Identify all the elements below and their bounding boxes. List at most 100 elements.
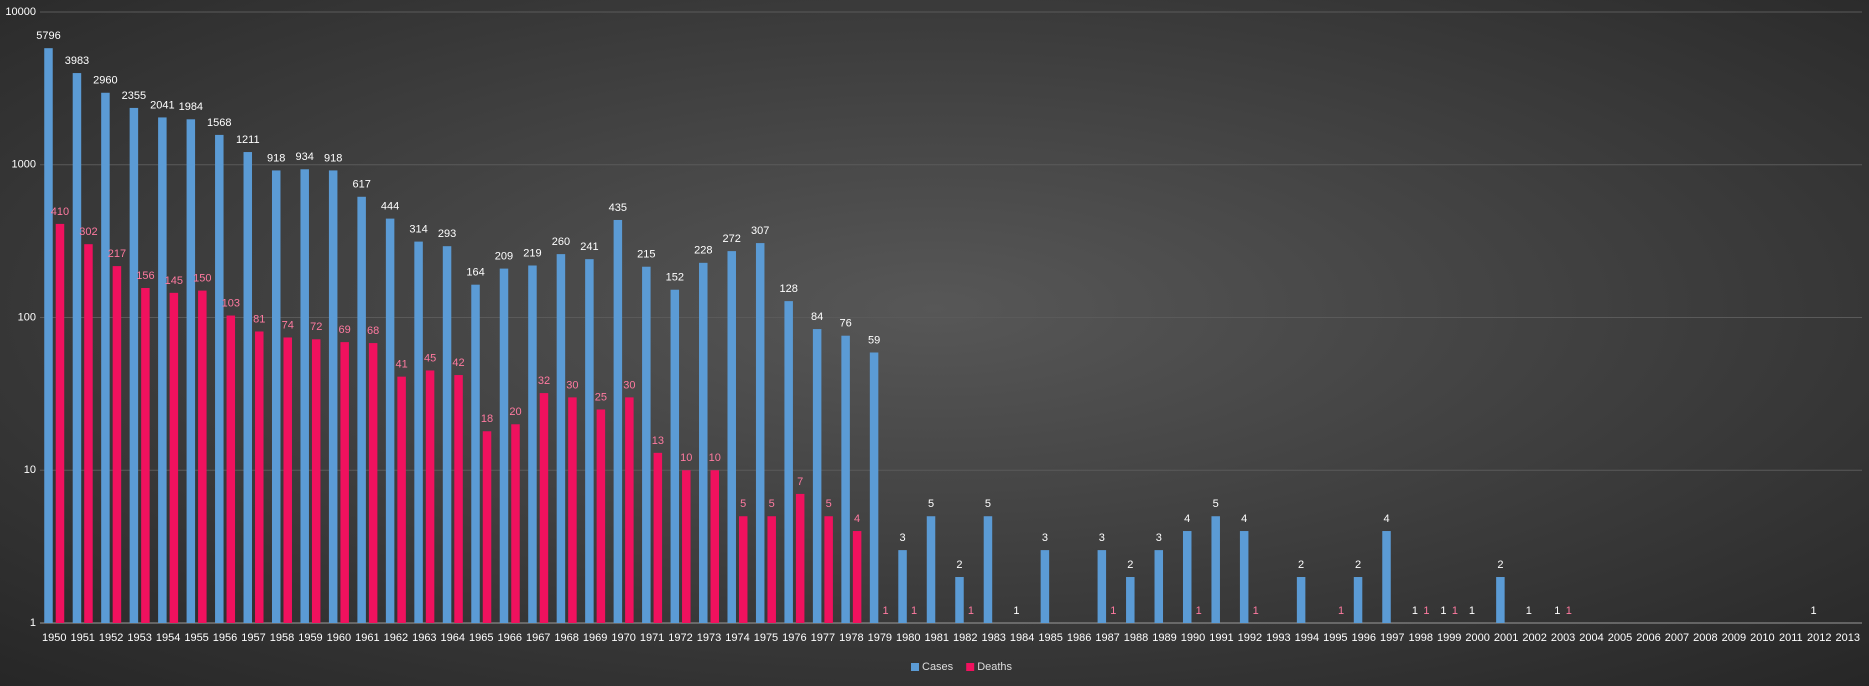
x-tick-label: 1988 <box>1124 632 1148 644</box>
x-tick-label: 1977 <box>811 632 835 644</box>
value-label: 5 <box>985 498 991 510</box>
value-label: 1 <box>1338 605 1344 617</box>
bar <box>1154 550 1164 623</box>
x-tick-label: 1997 <box>1380 632 1404 644</box>
x-tick-label: 2003 <box>1551 632 1575 644</box>
value-label: 2355 <box>122 90 146 102</box>
x-tick-label: 1980 <box>896 632 920 644</box>
x-tick-label: 1974 <box>725 632 749 644</box>
value-label: 5 <box>740 498 746 510</box>
value-label: 1 <box>1566 605 1572 617</box>
value-label: 444 <box>381 201 399 213</box>
bar <box>397 376 406 623</box>
value-label: 20 <box>509 406 521 418</box>
bar <box>101 92 110 623</box>
x-tick-label: 1965 <box>469 632 493 644</box>
bar <box>84 244 93 623</box>
y-tick-label: 1000 <box>12 159 36 171</box>
value-label: 76 <box>839 318 851 330</box>
bar <box>271 170 281 623</box>
x-tick-label: 1993 <box>1266 632 1290 644</box>
bar <box>824 516 833 623</box>
value-label: 617 <box>352 179 370 191</box>
value-label: 1 <box>1810 605 1816 617</box>
value-label: 1 <box>883 605 889 617</box>
value-label: 5 <box>826 498 832 510</box>
value-label: 3983 <box>65 55 89 67</box>
bar <box>755 243 765 624</box>
value-label: 59 <box>868 334 880 346</box>
x-tick-label: 1956 <box>213 632 237 644</box>
value-label: 41 <box>395 359 407 371</box>
value-label: 2 <box>956 559 962 571</box>
value-label: 1 <box>911 605 917 617</box>
value-label: 2 <box>1127 559 1133 571</box>
bar <box>710 470 720 623</box>
bar <box>482 431 492 623</box>
value-label: 217 <box>108 248 126 260</box>
value-label: 72 <box>310 321 322 333</box>
legend-label: Cases <box>922 661 954 673</box>
x-tick-label: 1970 <box>611 632 635 644</box>
bar <box>368 343 378 623</box>
value-label: 215 <box>637 249 655 261</box>
value-label: 228 <box>694 245 712 257</box>
value-label: 5 <box>928 498 934 510</box>
bar <box>169 292 179 623</box>
bar <box>300 169 309 623</box>
value-label: 30 <box>623 379 635 391</box>
x-tick-label: 1975 <box>754 632 778 644</box>
x-tick-label: 1960 <box>327 632 351 644</box>
value-label: 918 <box>324 152 342 164</box>
x-tick-label: 1968 <box>554 632 578 644</box>
value-label: 934 <box>296 151 314 163</box>
bar <box>112 266 122 623</box>
value-label: 1568 <box>207 117 231 129</box>
y-tick-label: 10 <box>24 464 36 476</box>
value-label: 1211 <box>236 134 260 146</box>
value-label: 219 <box>523 247 541 259</box>
x-tick-label: 2005 <box>1608 632 1632 644</box>
value-label: 1 <box>1253 605 1259 617</box>
x-tick-label: 1950 <box>42 632 66 644</box>
bar <box>795 493 805 623</box>
value-label: 2 <box>1355 559 1361 571</box>
x-tick-label: 1994 <box>1295 632 1319 644</box>
bar <box>1040 550 1050 623</box>
x-tick-label: 2007 <box>1665 632 1689 644</box>
value-label: 1 <box>1469 605 1475 617</box>
legend-swatch <box>911 663 919 671</box>
value-label: 3 <box>899 532 905 544</box>
bar <box>568 397 577 623</box>
value-label: 25 <box>595 391 607 403</box>
bar <box>926 516 936 623</box>
value-label: 81 <box>253 313 265 325</box>
x-tick-label: 2006 <box>1636 632 1660 644</box>
bar <box>1296 577 1306 623</box>
x-tick-label: 1999 <box>1437 632 1461 644</box>
bar <box>682 470 691 623</box>
bar <box>539 393 549 623</box>
value-label: 2 <box>1298 559 1304 571</box>
x-tick-label: 1991 <box>1209 632 1233 644</box>
bar <box>670 289 680 623</box>
bar <box>727 251 736 623</box>
x-tick-label: 1992 <box>1238 632 1262 644</box>
value-label: 150 <box>193 273 211 285</box>
bar <box>55 223 65 623</box>
x-tick-label: 2004 <box>1579 632 1603 644</box>
value-label: 3 <box>1099 532 1105 544</box>
bar <box>585 259 594 623</box>
bar <box>72 73 82 624</box>
value-label: 152 <box>666 272 684 284</box>
bar <box>44 48 53 624</box>
value-label: 272 <box>723 233 741 245</box>
value-label: 2 <box>1497 559 1503 571</box>
value-label: 1 <box>1412 605 1418 617</box>
bar <box>642 266 651 623</box>
bar <box>186 119 196 623</box>
bar <box>852 531 862 623</box>
bar <box>283 337 292 623</box>
value-label: 4 <box>854 513 860 525</box>
